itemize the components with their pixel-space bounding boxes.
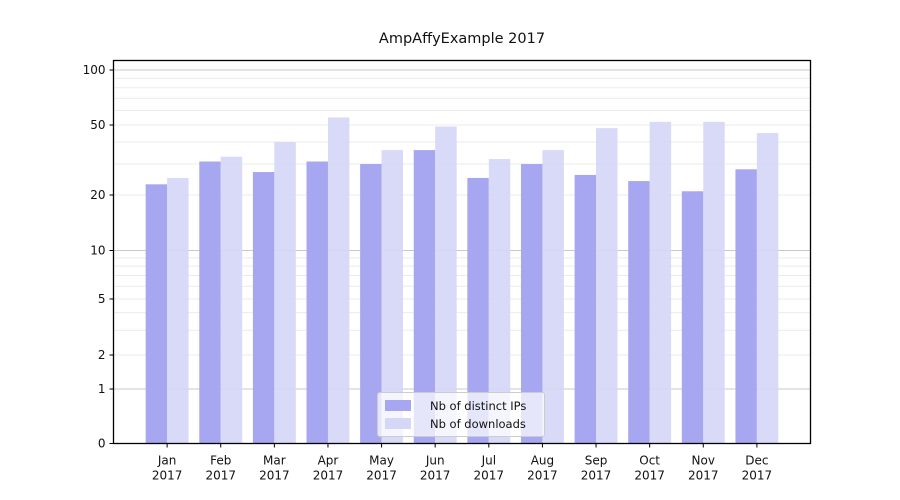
legend-swatch-downloads xyxy=(385,418,411,429)
bar-distinct-ips-Feb xyxy=(199,161,221,444)
bar-downloads-Jul xyxy=(488,159,511,444)
bar-distinct-ips-Mar xyxy=(252,172,275,444)
x-tick-label-month-Feb: Feb xyxy=(210,454,231,468)
bar-distinct-ips-Apr xyxy=(306,161,328,444)
bar-downloads-Aug xyxy=(542,150,564,444)
x-tick-label-year-Jun: 2017 xyxy=(420,469,451,483)
y-axis-ticks: 0 1 2 5 10 20 50 100 xyxy=(83,63,114,451)
y-tick-label-2: 2 xyxy=(98,348,106,362)
x-tick-label-month-Jan: Jan xyxy=(157,454,177,468)
x-tick-label-year-Nov: 2017 xyxy=(688,469,719,483)
bar-distinct-ips-May xyxy=(360,164,382,444)
x-tick-label-month-Sep: Sep xyxy=(585,454,608,468)
y-tick-label-1: 1 xyxy=(98,382,106,396)
x-tick-label-month-Dec: Dec xyxy=(745,454,768,468)
y-tick-label-5: 5 xyxy=(98,292,106,306)
bar-downloads-May xyxy=(381,150,404,444)
bar-downloads-Apr xyxy=(327,117,350,444)
bar-distinct-ips-Dec xyxy=(735,169,757,444)
x-tick-label-year-May: 2017 xyxy=(366,469,397,483)
bar-distinct-ips-Nov xyxy=(681,191,704,444)
axes-frame xyxy=(112,59,812,445)
x-tick-label-year-Sep: 2017 xyxy=(581,469,612,483)
bar-downloads-Jan xyxy=(167,177,189,444)
x-tick-label-year-Aug: 2017 xyxy=(527,469,558,483)
bar-distinct-ips-Oct xyxy=(628,181,650,444)
x-tick-label-month-Jun: Jun xyxy=(425,454,445,468)
legend-swatch-distinct-ips xyxy=(385,400,411,411)
bar-distinct-ips-Jan xyxy=(145,184,168,444)
x-tick-label-month-Apr: Apr xyxy=(318,454,339,468)
x-tick-label-year-Jan: 2017 xyxy=(152,469,183,483)
legend-label-distinct-ips: Nb of distinct IPs xyxy=(430,398,527,413)
bar-distinct-ips-Jun xyxy=(413,150,436,444)
x-tick-label-year-Oct: 2017 xyxy=(634,469,665,483)
x-tick-label-year-Jul: 2017 xyxy=(474,469,505,483)
bar-downloads-Nov xyxy=(703,121,725,444)
bar-downloads-Feb xyxy=(220,156,243,444)
x-tick-label-month-Nov: Nov xyxy=(692,454,715,468)
y-tick-label-10: 10 xyxy=(90,244,105,258)
bar-downloads-Jun xyxy=(435,126,457,444)
x-tick-label-year-Mar: 2017 xyxy=(259,469,290,483)
legend-label-downloads: Nb of downloads xyxy=(430,416,526,431)
x-tick-label-year-Dec: 2017 xyxy=(742,469,773,483)
x-tick-label-month-Mar: Mar xyxy=(263,454,286,468)
y-tick-label-0: 0 xyxy=(98,437,106,451)
legend: Nb of distinct IPs Nb of downloads xyxy=(377,392,545,437)
bar-distinct-ips-Sep xyxy=(574,174,597,444)
plot-frame xyxy=(112,59,812,445)
legend-item-distinct-ips: Nb of distinct IPs xyxy=(385,399,536,413)
bar-downloads-Dec xyxy=(756,133,779,444)
y-tick-label-20: 20 xyxy=(90,188,105,202)
y-tick-label-100: 100 xyxy=(83,63,106,77)
bar-distinct-ips-Aug xyxy=(520,164,543,444)
x-tick-label-month-Jul: Jul xyxy=(481,454,496,468)
chart-title: AmpAffyExample 2017 xyxy=(378,31,546,47)
x-tick-label-month-Aug: Aug xyxy=(531,454,554,468)
legend-item-downloads: Nb of downloads xyxy=(385,417,536,431)
x-tick-label-month-May: May xyxy=(369,454,394,468)
x-tick-label-year-Feb: 2017 xyxy=(205,469,236,483)
bar-downloads-Sep xyxy=(596,128,618,444)
bar-downloads-Mar xyxy=(274,142,296,444)
bar-distinct-ips-Jul xyxy=(467,177,489,444)
bar-downloads-Oct xyxy=(649,121,672,444)
y-tick-label-50: 50 xyxy=(90,118,105,132)
bar-groups xyxy=(145,117,779,444)
x-axis-ticks: Jan2017Feb2017Mar2017Apr2017May2017Jun20… xyxy=(152,443,773,483)
x-tick-label-month-Oct: Oct xyxy=(639,454,660,468)
x-tick-label-year-Apr: 2017 xyxy=(313,469,344,483)
